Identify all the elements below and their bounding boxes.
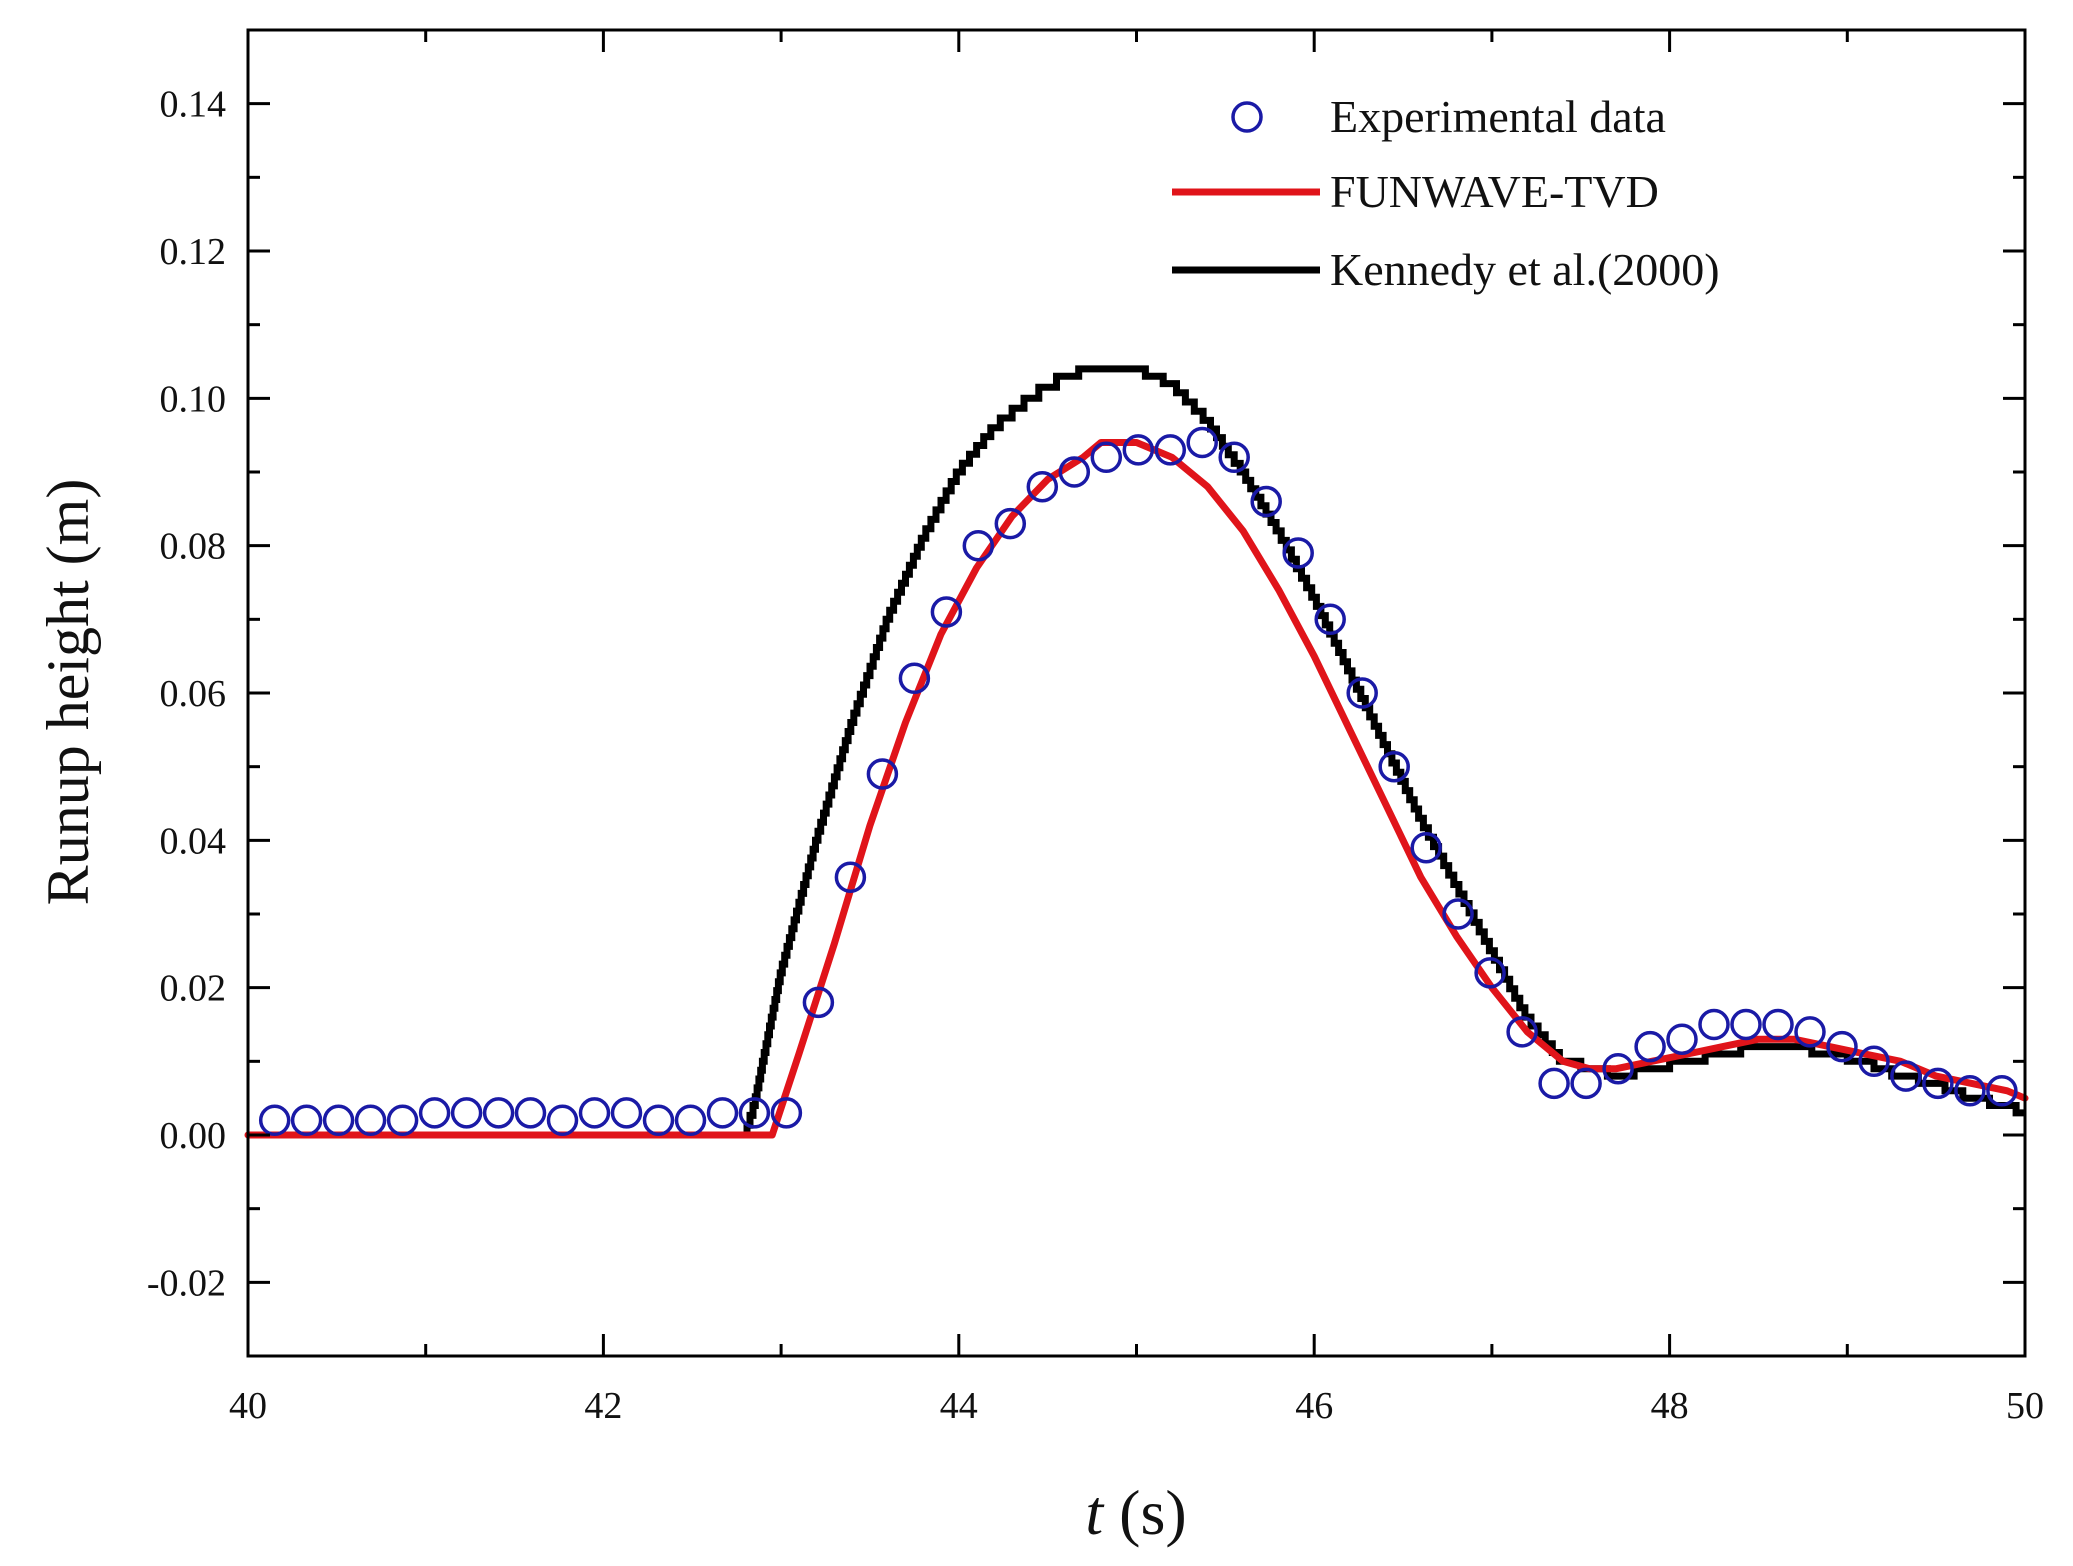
experimental-data-point	[386, 1104, 419, 1137]
experimental-data-point	[1250, 485, 1282, 518]
experimental-data-point	[1666, 1023, 1698, 1055]
experimental-data-point	[898, 662, 931, 695]
series-funwave-line	[244, 439, 2029, 1139]
experimental-data-point	[610, 1097, 643, 1129]
experimental-data-point	[1442, 898, 1474, 930]
experimental-data-point	[1890, 1060, 1922, 1092]
legend-label-funwave: FUNWAVE-TVD	[1330, 166, 1659, 217]
experimental-data-point	[994, 507, 1027, 540]
experimental-data-point	[706, 1097, 739, 1129]
legend-marker-experimental	[1231, 101, 1263, 133]
experimental-data-point	[962, 529, 995, 562]
experimental-data-point	[1538, 1067, 1570, 1100]
experimental-data-point	[1026, 470, 1059, 503]
legend-label-experimental: Experimental data	[1330, 91, 1666, 142]
y-tick-label: 0.10	[160, 378, 227, 420]
y-tick-label: 0.00	[160, 1115, 227, 1157]
experimental-data-point	[1090, 441, 1123, 474]
y-tick-label: 0.08	[160, 526, 227, 568]
experimental-data-point	[1634, 1030, 1666, 1063]
experimental-data-point	[1602, 1052, 1634, 1085]
experimental-data-point	[1282, 537, 1314, 569]
x-tick-label: 50	[2006, 1385, 2044, 1427]
experimental-data-point	[514, 1097, 547, 1129]
experimental-data-point	[1186, 426, 1218, 459]
experimental-data-point	[738, 1097, 771, 1129]
experimental-data-point	[1730, 1008, 1762, 1041]
ticks-layer: 40 42 44 46 48 50 -0.02 0.00 0.02 0.04 0.06 0.08 0.1…	[147, 30, 2044, 1427]
experimental-data-point	[1474, 957, 1506, 989]
experimental-data-point	[1058, 456, 1091, 488]
experimental-data-point	[802, 986, 835, 1019]
experimental-data-point	[1698, 1008, 1730, 1041]
experimental-data-point	[546, 1104, 579, 1137]
series-layer	[244, 365, 2029, 1139]
experimental-data-point	[450, 1097, 483, 1129]
experimental-data-point	[770, 1097, 803, 1129]
x-axis-title: t (s)	[1085, 1477, 1186, 1548]
y-tick-label: -0.02	[147, 1262, 226, 1304]
experimental-data-point	[1794, 1016, 1826, 1048]
experimental-data-point	[258, 1104, 291, 1137]
y-tick-label: 0.06	[160, 673, 227, 715]
series-kennedy-line	[248, 365, 2025, 1139]
experimental-data-point	[674, 1104, 707, 1137]
experimental-data-point	[1154, 434, 1187, 466]
experimental-data-point	[1858, 1045, 1890, 1078]
experimental-data-point	[354, 1104, 387, 1137]
x-axis-title-variable: t	[1085, 1477, 1105, 1548]
experimental-data-point	[1314, 603, 1346, 636]
experimental-data-point	[290, 1104, 323, 1137]
y-tick-label: 0.14	[160, 84, 227, 126]
experimental-data-point	[866, 758, 899, 790]
experimental-data-point	[578, 1097, 611, 1129]
experimental-data-point	[1218, 441, 1250, 474]
experimental-data-point	[1762, 1008, 1794, 1041]
experimental-data-point	[1346, 677, 1378, 709]
x-axis-title-unit: (s)	[1119, 1477, 1187, 1548]
experimental-data-point	[1122, 434, 1155, 466]
experimental-data-point	[1506, 1016, 1538, 1048]
experimental-data-point	[1954, 1075, 1986, 1107]
x-tick-label: 46	[1295, 1385, 1333, 1427]
experimental-data-point	[482, 1097, 515, 1129]
y-axis-title: Runup height (m)	[35, 479, 101, 906]
experimental-data-point	[322, 1104, 355, 1137]
x-tick-label: 44	[940, 1385, 978, 1427]
legend-label-kennedy: Kennedy et al.(2000)	[1330, 244, 1720, 295]
experimental-data-point	[1986, 1075, 2018, 1107]
y-tick-label: 0.02	[160, 968, 227, 1010]
experimental-data-point	[1922, 1067, 1954, 1100]
x-tick-label: 48	[1651, 1385, 1689, 1427]
experimental-data-point	[930, 596, 963, 628]
experimental-data-point	[1378, 750, 1410, 783]
x-tick-label: 42	[584, 1385, 622, 1427]
experimental-data-point	[834, 861, 867, 893]
experimental-data-point	[642, 1104, 675, 1137]
legend: Experimental data FUNWAVE-TVD Kennedy et…	[1172, 91, 1720, 295]
experimental-data-point	[418, 1097, 451, 1129]
experimental-data-point	[1570, 1067, 1602, 1100]
experimental-data-point	[1826, 1030, 1858, 1063]
y-tick-label: 0.12	[160, 231, 227, 273]
y-tick-label: 0.04	[160, 820, 227, 862]
experimental-data-point	[1410, 831, 1442, 864]
x-tick-label: 40	[229, 1385, 267, 1427]
